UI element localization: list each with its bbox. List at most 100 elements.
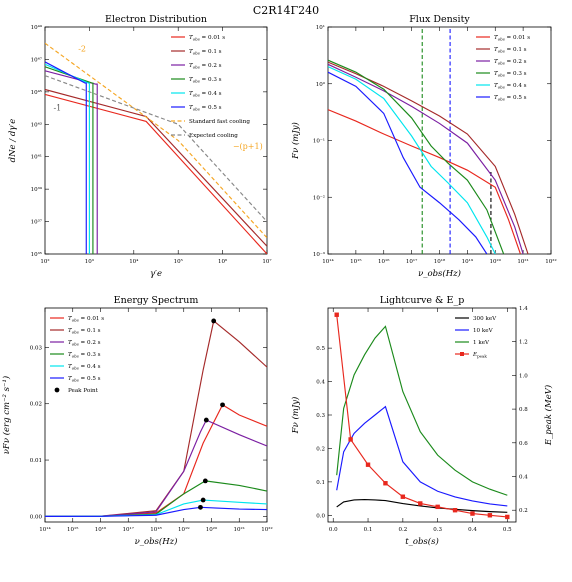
y-tick-label: 10⁻¹	[313, 138, 325, 145]
slope-annotation: −(p+1)	[233, 142, 263, 151]
x-tick-label: 10¹⁸	[150, 526, 162, 533]
panel-title: Lightcurve & E_p	[380, 295, 465, 306]
series-line	[336, 499, 508, 513]
x-tick-label: 10³	[85, 258, 94, 265]
series-line	[336, 405, 508, 507]
legend-label: Tobs = 0.01 s	[494, 35, 530, 42]
y-tick-label: 10¹	[316, 24, 325, 31]
series-line	[328, 109, 521, 254]
series-line	[45, 63, 90, 254]
plot-frame	[44, 26, 268, 255]
legend: Tobs = 0.01 s Tobs = 0.1 s Tobs = 0.2 s Tob…	[171, 35, 250, 139]
y-tick-label: 10³⁵	[31, 251, 42, 258]
y-right-tick-label: 1.0	[519, 373, 528, 379]
y-tick-label: 0.00	[30, 514, 43, 520]
plot-area	[328, 27, 529, 254]
legend-label: Tobs = 0.4 s	[189, 91, 222, 98]
y-tick-label: 10³⁹	[31, 186, 43, 193]
legend-label: Epeak	[472, 352, 487, 359]
y-tick-label: 0.3	[316, 413, 325, 419]
x-tick-label: 0.4	[468, 527, 477, 533]
series-marker	[365, 462, 371, 467]
plot-area	[334, 312, 510, 520]
y-tick-label: 10⁰	[316, 81, 326, 88]
legend-label: Tobs = 0.2 s	[494, 59, 527, 66]
x-tick-label: 0.1	[364, 527, 373, 533]
x-tick-label: 10¹⁸	[434, 258, 446, 265]
y-tick-label: 0.02	[30, 402, 42, 408]
series-line	[328, 61, 529, 254]
series-line	[45, 75, 267, 222]
series-marker	[400, 494, 406, 499]
series-line	[45, 70, 98, 254]
x-tick-label: 0.2	[398, 527, 407, 533]
legend-label: 1 keV	[473, 340, 490, 346]
series-marker	[505, 514, 510, 520]
series-line	[336, 325, 508, 496]
y-tick-label: 10³⁷	[31, 219, 43, 226]
legend-label: Tobs = 0.01 s	[68, 316, 104, 323]
slope-annotation: -2	[78, 45, 86, 54]
y-tick-label: 0.1	[316, 480, 325, 486]
x-tick-label: 10⁶	[218, 258, 228, 265]
panel-title: Energy Spectrum	[114, 295, 199, 306]
legend-label: Tobs = 0.3 s	[189, 77, 222, 84]
series-line	[328, 66, 496, 254]
legend-label: Tobs = 0.5 s	[68, 376, 101, 383]
series-marker	[470, 511, 475, 516]
x-axis-label: γ′e	[150, 269, 162, 279]
y-tick-label: 0.4	[316, 380, 325, 386]
plot-area: -2 -1 −(p+1)	[45, 42, 267, 254]
legend-label: Tobs = 0.5 s	[494, 95, 527, 102]
peak-point	[203, 417, 209, 423]
series-line	[45, 42, 267, 239]
y-tick-label: 10⁴³	[31, 121, 42, 128]
y-tick-label: 0.0	[316, 513, 325, 519]
y-axis-label: νFν (erg cm⁻² s⁻¹)	[1, 376, 12, 454]
panel-title: Flux Density	[409, 14, 470, 25]
legend-label: Tobs = 0.4 s	[68, 364, 101, 371]
panel-2: Flux Density 10¹⁴ 10¹⁵ 10¹⁶ 10¹⁷ 10¹⁸ 10¹⁹ 10²⁰…	[290, 14, 557, 279]
legend-peak-marker	[54, 387, 60, 393]
x-tick-label: 10²¹	[517, 258, 528, 265]
legend-label: Tobs = 0.2 s	[68, 340, 101, 347]
y-tick-label: 10⁻³	[313, 251, 325, 258]
x-tick-label: 10¹⁵	[67, 526, 78, 533]
y-tick-label: 10⁴⁹	[31, 24, 43, 31]
legend: 300 keV 10 keV 1 keV Epeak	[455, 316, 497, 359]
legend-label: Tobs = 0.5 s	[189, 105, 222, 112]
x-tick-label: 10¹⁷	[123, 526, 135, 533]
series-marker	[334, 312, 339, 317]
x-tick-label: 10²²	[545, 258, 556, 265]
panel-4: Lightcurve & E_p 0.0 0.1 0.2 0.3 0.4 0.5 0.0 0.1…	[290, 295, 554, 547]
legend-label: Tobs = 0.2 s	[189, 63, 222, 70]
x-tick-label: 0.0	[329, 527, 338, 533]
y-axis-label: dNe / dγ′e	[8, 119, 18, 163]
y-tick-label: 0.5	[316, 346, 325, 352]
x-axis-label: t_obs(s)	[405, 536, 439, 547]
series-marker	[435, 504, 440, 510]
series-line	[328, 59, 505, 254]
panel-1: Electron Distribution 10² 10³ 10⁴ 10⁵ 10⁶ 10⁷ 1…	[8, 14, 272, 279]
legend-marker	[460, 352, 464, 356]
y-axis-label: Fν (mJy)	[290, 122, 301, 160]
x-tick-label: 10¹⁴	[322, 258, 334, 265]
y-tick-label: 10⁴⁷	[31, 56, 43, 63]
y-tick-label: 10⁴¹	[31, 154, 42, 161]
legend-label: Tobs = 0.4 s	[494, 83, 527, 90]
legend-label: Tobs = 0.01 s	[189, 35, 225, 42]
series-line	[328, 63, 524, 254]
legend-label: 10 keV	[473, 328, 494, 334]
y-axis-label: Fν (mJy)	[290, 397, 301, 435]
x-tick-label: 10²⁰	[490, 258, 502, 265]
x-tick-label: 10²¹	[234, 526, 245, 533]
x-tick-label: 10⁷	[262, 258, 272, 265]
x-tick-label: 10²²	[261, 526, 272, 533]
x-axis-label: ν_obs(Hz)	[418, 268, 461, 279]
peak-point	[198, 504, 203, 510]
x-tick-label: 0.3	[433, 527, 442, 533]
legend-label: Tobs = 0.1 s	[189, 49, 222, 56]
panel-title: Electron Distribution	[105, 14, 207, 25]
y-tick-label: 0.2	[316, 446, 325, 452]
